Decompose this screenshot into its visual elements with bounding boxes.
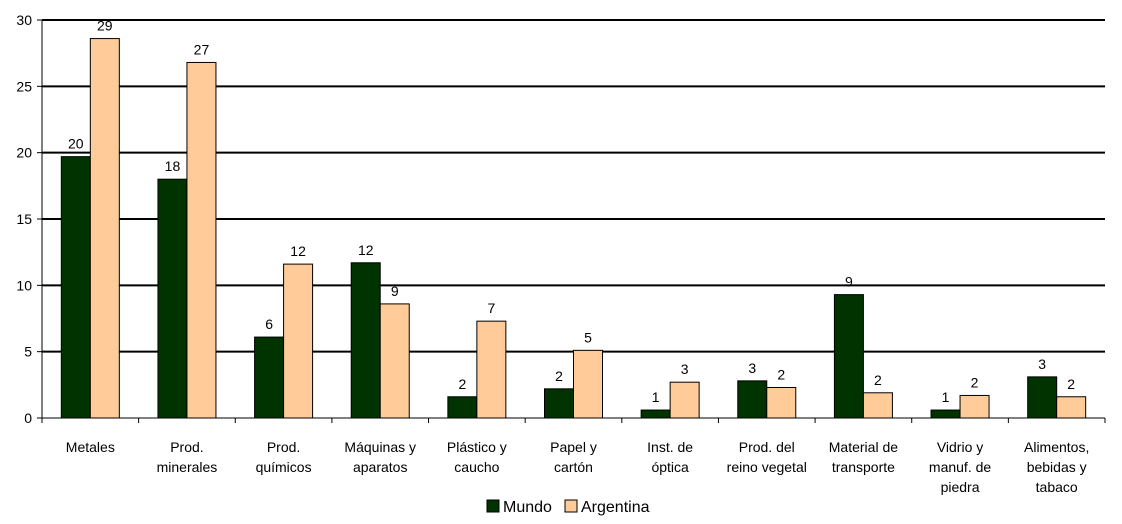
data-label-argentina: 2 [874,372,882,388]
x-tick-label: Inst. de óptica [647,439,693,475]
data-label-mundo: 6 [265,316,273,332]
bar-mundo [737,380,768,419]
x-tick-label: Prod. químicos [256,439,312,475]
legend-label-argentina: Argentina [581,499,650,516]
bar-argentina [186,61,217,419]
x-tick-label: Material de transporte [829,439,898,475]
y-tick-label: 5 [24,344,32,360]
bar-mundo [60,156,91,419]
bar-argentina [573,349,603,419]
bar-argentina [89,38,120,419]
bar-mundo [350,262,381,419]
bar-argentina [959,394,990,419]
bar-mundo [833,294,864,419]
bar-argentina [766,386,797,419]
data-label-mundo: 2 [555,368,563,384]
data-label-argentina: 2 [971,374,979,390]
data-label-mundo: 3 [748,360,756,376]
data-labels: 20 18 6 12 2 2 1 3 9 1 3 29 27 12 9 7 5 3 2 2 2 2 [68,18,1075,405]
data-label-mundo: 9 [845,274,853,290]
x-tick-label: Prod. minerales [157,439,218,475]
x-tick-label: Metales [66,439,115,455]
data-label-argentina: 29 [97,18,113,34]
y-tick-label: 20 [16,145,32,161]
data-label-argentina: 3 [681,361,689,377]
bar-argentina [862,392,893,419]
y-tick-label: 10 [16,277,32,293]
bar-mundo [640,409,671,419]
bar-mundo [157,178,188,419]
bar-mundo [254,336,285,419]
data-label-mundo: 1 [652,389,660,405]
x-tick-label: Vidrio y manuf. de piedra [929,439,991,495]
bar-argentina [476,320,507,419]
legend: Mundo Argentina [486,499,650,516]
bar-mundo [544,388,574,419]
bars [60,38,1087,419]
data-label-argentina: 2 [777,366,785,382]
x-tick-label: Alimentos, bebidas y tabaco [1024,439,1089,495]
x-tick-label: Plástico y caucho [447,439,507,475]
y-tick-label: 25 [16,78,32,94]
legend-swatch-argentina [564,499,578,513]
bar-mundo [930,409,961,419]
data-label-mundo: 2 [458,376,466,392]
data-label-mundo: 3 [1038,356,1046,372]
bar-argentina [669,381,700,419]
legend-swatch-mundo [486,499,500,513]
bar-argentina [1056,396,1087,419]
bar-argentina [283,263,314,419]
data-label-argentina: 27 [194,41,210,57]
x-tick-label: Papel y cartón [550,439,597,475]
data-label-mundo: 18 [165,158,181,174]
data-label-mundo: 20 [68,136,84,152]
y-tick-label: 15 [16,211,32,227]
bar-mundo [447,396,478,419]
x-tick-label: Máquinas y aparatos [344,439,416,475]
data-label-argentina: 2 [1067,376,1075,392]
legend-label-mundo: Mundo [503,499,552,516]
x-tick-label: Prod. del reino vegetal [727,439,807,475]
data-label-mundo: 12 [358,242,374,258]
data-label-argentina: 9 [391,283,399,299]
data-label-argentina: 5 [584,329,592,345]
y-tick-label: 0 [24,410,32,426]
y-tick-label: 30 [16,12,32,28]
data-label-argentina: 12 [290,243,306,259]
gridlines [42,19,1105,353]
data-label-argentina: 7 [487,300,495,316]
bar-mundo [1027,376,1058,419]
data-label-mundo: 1 [942,389,950,405]
bar-argentina [379,303,410,419]
